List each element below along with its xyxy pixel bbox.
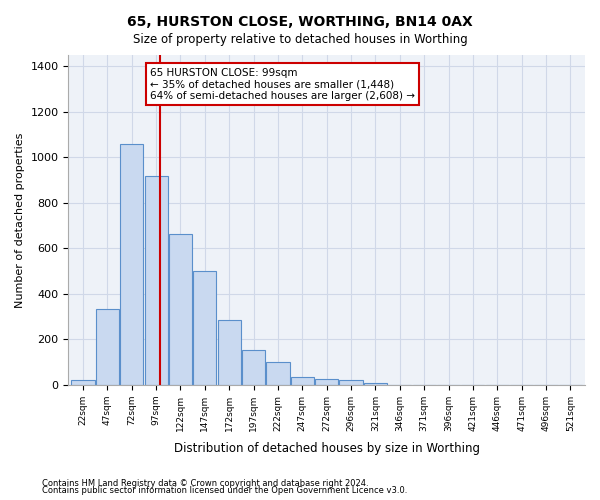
Text: Size of property relative to detached houses in Worthing: Size of property relative to detached ho… — [133, 32, 467, 46]
Bar — [71, 380, 95, 385]
Bar — [96, 308, 119, 385]
Text: Contains HM Land Registry data © Crown copyright and database right 2024.: Contains HM Land Registry data © Crown c… — [42, 478, 368, 488]
Text: 65 HURSTON CLOSE: 99sqm
← 35% of detached houses are smaller (1,448)
64% of semi: 65 HURSTON CLOSE: 99sqm ← 35% of detache… — [150, 68, 415, 100]
X-axis label: Distribution of detached houses by size in Worthing: Distribution of detached houses by size … — [174, 442, 480, 455]
Bar — [315, 379, 338, 385]
Bar — [266, 362, 290, 385]
Bar — [364, 382, 387, 385]
Bar — [218, 320, 241, 385]
Bar — [291, 377, 314, 385]
Bar — [169, 234, 192, 385]
Text: 65, HURSTON CLOSE, WORTHING, BN14 0AX: 65, HURSTON CLOSE, WORTHING, BN14 0AX — [127, 15, 473, 29]
Bar — [242, 350, 265, 385]
Bar — [120, 144, 143, 385]
Text: Contains public sector information licensed under the Open Government Licence v3: Contains public sector information licen… — [42, 486, 407, 495]
Bar — [145, 176, 168, 385]
Y-axis label: Number of detached properties: Number of detached properties — [15, 132, 25, 308]
Bar — [193, 271, 217, 385]
Bar — [340, 380, 362, 385]
